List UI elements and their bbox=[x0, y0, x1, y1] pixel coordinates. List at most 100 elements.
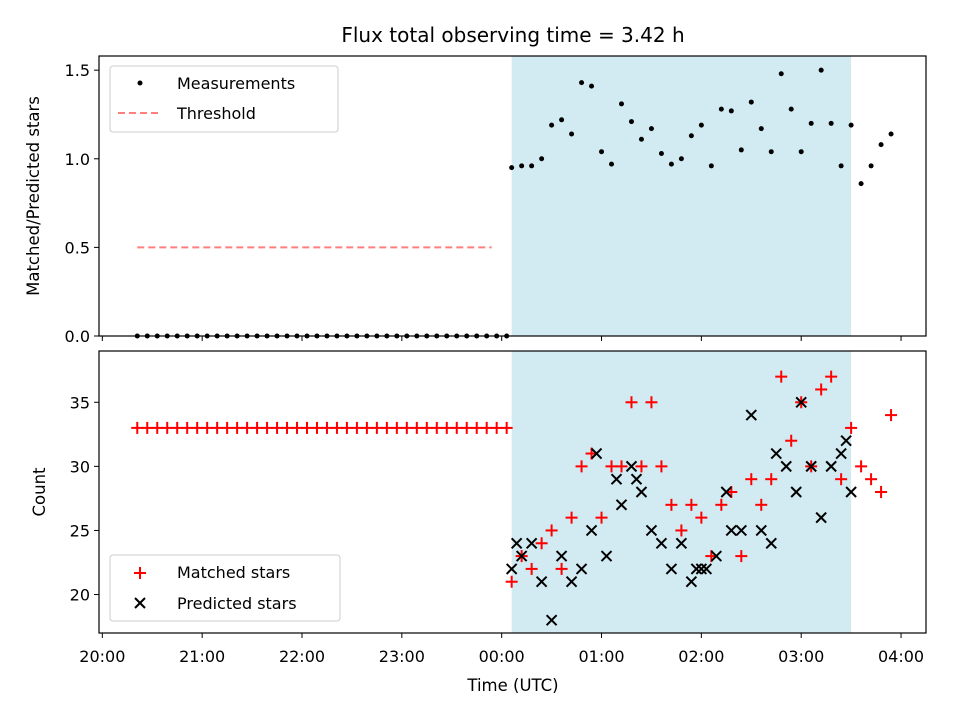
predicted-star-point bbox=[610, 473, 623, 485]
predicted-star-point bbox=[525, 537, 538, 549]
legend-matched-label: Matched stars bbox=[177, 563, 290, 582]
measurement-point bbox=[748, 99, 754, 105]
measurement-point bbox=[868, 163, 874, 169]
matched-star-point bbox=[815, 383, 828, 396]
predicted-star-point bbox=[765, 537, 777, 549]
predicted-star-point bbox=[615, 499, 628, 511]
predicted-star-point bbox=[535, 576, 548, 588]
predicted-star-point bbox=[770, 447, 782, 460]
predicted-star-point bbox=[665, 563, 678, 575]
measurement-point bbox=[579, 80, 585, 86]
predicted-star-point bbox=[745, 409, 757, 421]
x-tick-label: 02:00 bbox=[678, 647, 724, 666]
x-stroke-2 bbox=[845, 486, 857, 498]
x-stroke-2 bbox=[505, 563, 518, 575]
predicted-star-point bbox=[545, 614, 558, 626]
bottom-axes-frame bbox=[98, 350, 927, 634]
x-tick-label: 23:00 bbox=[379, 647, 425, 666]
predicted-star-point bbox=[510, 537, 523, 549]
matched-star-point bbox=[565, 511, 578, 524]
predicted-star-point bbox=[645, 524, 658, 537]
x-stroke-2 bbox=[840, 435, 852, 447]
top-y-axis-label: Matched/Predicted stars bbox=[24, 96, 43, 296]
bottom-x-ticks: 20:00 21:00 22:00 23:00 00:00 01:00 02:00 03:00… bbox=[79, 633, 924, 666]
predicted-star-point bbox=[700, 563, 713, 575]
x-stroke-2 bbox=[630, 473, 643, 485]
predicted-star-point bbox=[515, 550, 528, 562]
measurement-point bbox=[509, 165, 515, 171]
predicted-star-point bbox=[735, 524, 748, 537]
x-stroke-2 bbox=[575, 563, 588, 575]
measurement-point bbox=[838, 163, 844, 169]
matched-star-point bbox=[765, 473, 778, 486]
measurement-point bbox=[559, 117, 565, 123]
measurement-point bbox=[768, 149, 774, 155]
top-axes-frame bbox=[98, 55, 927, 337]
predicted-star-point bbox=[825, 460, 837, 473]
predicted-star-point bbox=[815, 511, 827, 524]
bottom-shaded-interval bbox=[511, 351, 852, 633]
x-stroke-2 bbox=[515, 550, 528, 562]
predicted-star-point bbox=[625, 460, 638, 473]
matched-star-point bbox=[855, 460, 868, 473]
matched-star-point bbox=[675, 524, 688, 537]
x-stroke-2 bbox=[825, 460, 837, 473]
chart-title: Flux total observing time = 3.42 h bbox=[341, 23, 684, 47]
measurement-point bbox=[728, 108, 734, 114]
x-stroke-2 bbox=[610, 473, 623, 485]
legend-predicted-label: Predicted stars bbox=[177, 594, 297, 613]
legend-measurements-marker bbox=[137, 80, 143, 86]
predicted-star-point bbox=[675, 537, 688, 549]
x-stroke-2 bbox=[720, 486, 733, 498]
predicted-star-point bbox=[690, 563, 703, 575]
y-tick-label: 0.0 bbox=[65, 327, 90, 346]
predicted-star-point bbox=[575, 563, 588, 575]
predicted-star-point bbox=[720, 486, 733, 498]
top-legend-box bbox=[109, 65, 339, 133]
predicted-star-point bbox=[790, 486, 802, 498]
matched-star-point bbox=[785, 434, 798, 447]
predicted-star-point bbox=[555, 550, 568, 562]
predicted-star-point bbox=[840, 435, 852, 447]
matched-star-point bbox=[525, 562, 538, 575]
x-tick-label: 03:00 bbox=[778, 647, 824, 666]
bottom-y-ticks: 20 25 30 35 bbox=[70, 393, 99, 605]
measurement-point bbox=[539, 156, 545, 162]
x-tick-label: 21:00 bbox=[179, 647, 225, 666]
matched-star-point bbox=[505, 575, 518, 588]
x-stroke-2 bbox=[635, 486, 648, 498]
measurement-point bbox=[599, 149, 605, 155]
measurement-point bbox=[798, 149, 804, 155]
matched-star-point bbox=[845, 421, 858, 434]
measurement-point bbox=[609, 161, 615, 167]
x-stroke-2 bbox=[710, 550, 723, 562]
predicted-star-point bbox=[685, 576, 698, 588]
matched-star-point bbox=[825, 370, 838, 383]
x-stroke-2 bbox=[835, 447, 847, 460]
matched-star-point bbox=[685, 498, 698, 511]
measurement-point bbox=[698, 122, 704, 128]
predicted-star-point bbox=[630, 473, 643, 485]
top-y-ticks: 0.0 0.5 1.0 1.5 bbox=[65, 61, 99, 346]
x-stroke-2 bbox=[690, 563, 703, 575]
matched-star-point bbox=[885, 409, 898, 422]
x-tick-label: 00:00 bbox=[479, 647, 525, 666]
y-tick-label: 30 bbox=[70, 457, 90, 476]
matched-star-point bbox=[875, 486, 888, 498]
x-stroke-2 bbox=[675, 537, 688, 549]
x-tick-label: 04:00 bbox=[878, 647, 924, 666]
x-stroke-2 bbox=[510, 537, 523, 549]
predicted-star-point bbox=[795, 396, 807, 408]
measurement-point bbox=[878, 142, 884, 148]
matched-star-point bbox=[545, 524, 558, 537]
x-stroke-2 bbox=[790, 486, 802, 498]
top-panel: 0.0 0.5 1.0 1.5 Matched/Predicted stars Mea… bbox=[24, 55, 927, 346]
measurement-point bbox=[549, 122, 555, 128]
x-stroke-2 bbox=[795, 396, 807, 408]
x-stroke-2 bbox=[765, 537, 777, 549]
measurement-point bbox=[818, 67, 824, 73]
x-stroke-2 bbox=[600, 550, 613, 562]
matched-star-point bbox=[625, 396, 638, 409]
measurement-point bbox=[589, 83, 595, 89]
x-stroke-2 bbox=[525, 537, 538, 549]
